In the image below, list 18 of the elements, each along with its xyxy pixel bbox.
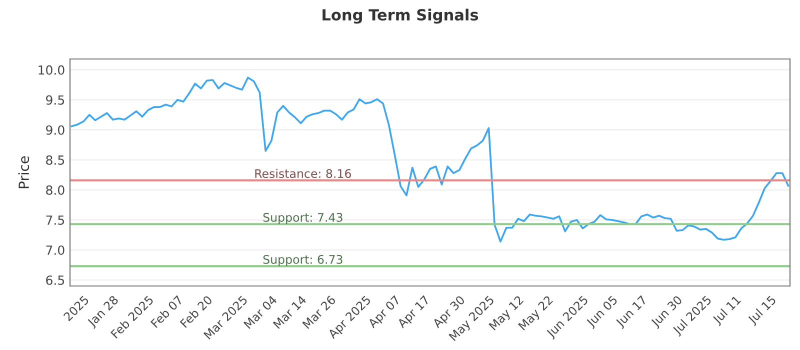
y-tick-label: 6.5 xyxy=(46,275,64,285)
y-tick-label: 9.0 xyxy=(46,125,64,135)
y-tick-label: 7.0 xyxy=(46,245,64,255)
y-tick-label: 9.5 xyxy=(46,95,64,105)
y-tick-label: 10.0 xyxy=(38,65,64,75)
ref-line-label: Support: 6.73 xyxy=(263,254,342,266)
y-tick-label: 7.5 xyxy=(46,216,64,225)
y-tick-label: 8.0 xyxy=(46,185,64,195)
y-tick-label: 8.5 xyxy=(46,155,64,165)
ref-line-label: Support: 7.43 xyxy=(263,212,342,224)
chart-title: Long Term Signals xyxy=(322,8,478,24)
x-tick-label: Jul 11 xyxy=(712,295,743,326)
ref-line-label: Resistance: 8.16 xyxy=(255,168,351,178)
line-series xyxy=(70,76,790,242)
x-tick-label: Jul 15 xyxy=(746,295,778,326)
x-tick-label: Apr 17 xyxy=(396,295,432,330)
y-axis-title: Price xyxy=(18,156,30,188)
x-tick-label: Feb 20 xyxy=(180,294,213,328)
